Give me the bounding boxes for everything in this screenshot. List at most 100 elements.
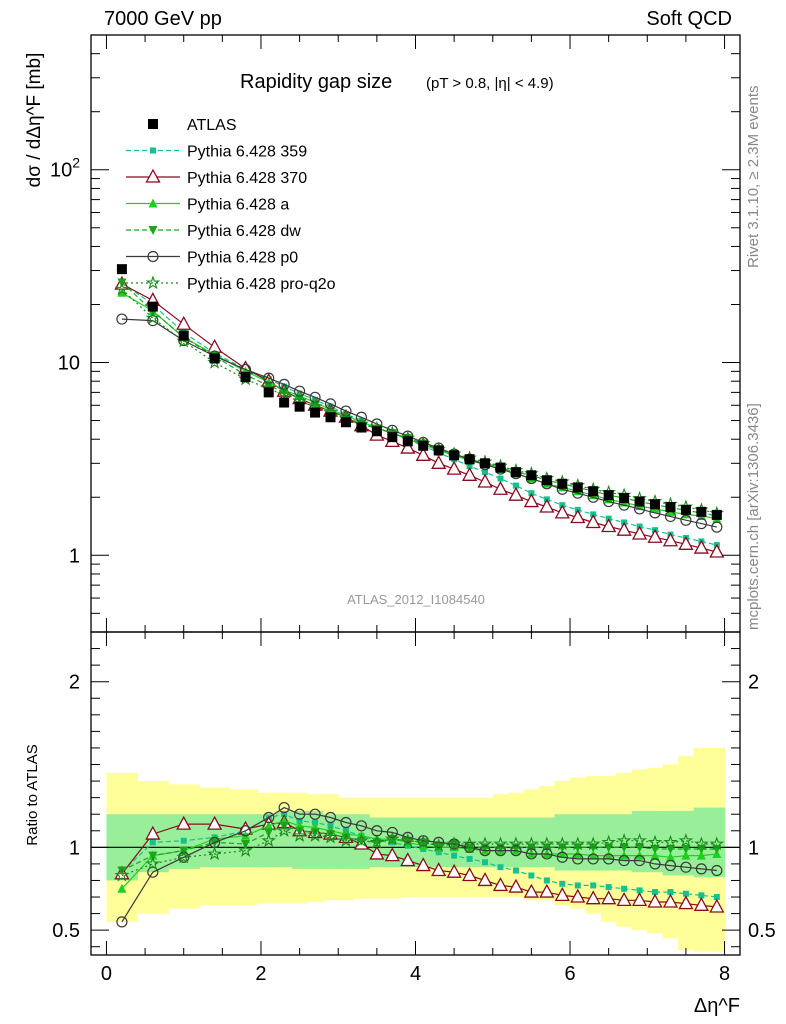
series-1-ratio-point: [559, 880, 566, 887]
chart-subtitle: (pT > 0.8, |η| < 4.9): [426, 75, 554, 92]
x-tick-label: 6: [564, 963, 575, 985]
series-5-ratio-point: [386, 826, 398, 839]
series-2-ratio-point: [207, 815, 223, 830]
series-5-ratio-point: [463, 841, 476, 853]
series-1-ratio-point: [605, 884, 612, 891]
series-1-ratio-point: [512, 867, 519, 874]
series-4-ratio-point: [619, 843, 629, 853]
series-2-ratio-point: [145, 825, 161, 840]
series-3-ratio-point: [117, 883, 127, 893]
atlas-data-point: [464, 454, 475, 465]
series-3-point: [117, 287, 127, 297]
series-5-ratio-point: [278, 801, 290, 814]
series-2-point: [678, 535, 694, 550]
atlas-data-point: [557, 478, 568, 489]
series-6-ratio-point: [601, 834, 617, 849]
series-6-ratio-point: [261, 832, 277, 847]
x-tick-label: 2: [255, 963, 266, 985]
series-2-ratio-point: [662, 893, 679, 908]
y-tick-label-bottom: 0.5: [52, 920, 80, 942]
series-2-point: [554, 504, 570, 519]
series-2-ratio-point: [415, 857, 431, 872]
series-2-point: [477, 473, 493, 488]
series-2-ratio-point: [601, 890, 617, 905]
series-5-point: [355, 411, 368, 423]
series-2-ratio-point: [693, 896, 709, 911]
series-5-ratio-point: [587, 853, 599, 865]
top-panel-series: [114, 264, 725, 558]
series-2-ratio-point: [647, 893, 663, 908]
series-5-ratio-point: [239, 825, 252, 837]
atlas-data-point: [116, 264, 127, 275]
atlas-data-point: [147, 301, 158, 312]
series-1-ratio-point: [574, 882, 581, 889]
atlas-data-point: [279, 397, 290, 408]
legend-marker: [145, 168, 161, 183]
legend-marker: [147, 250, 159, 263]
series-6-ratio-point: [292, 827, 307, 842]
green-band-bin: [709, 807, 726, 878]
series-2-ratio-point: [508, 878, 524, 893]
series-5-ratio-point: [294, 808, 306, 820]
series-4-ratio-point: [604, 843, 614, 853]
atlas-data-point: [340, 417, 351, 428]
chart-title: Rapidity gap size: [240, 71, 392, 93]
legend-marker: [150, 147, 156, 154]
series-2-ratio-point: [523, 883, 539, 898]
green-band-bin: [662, 810, 679, 876]
y-tick-label-top: 1: [69, 545, 80, 567]
atlas-data-point: [634, 496, 645, 507]
green-band-bin: [322, 814, 339, 869]
series-6-ratio-point: [369, 834, 385, 849]
series-4-ratio-point: [148, 851, 158, 861]
series-6-point: [145, 310, 161, 325]
atlas-data-point: [294, 401, 305, 412]
series-5-ratio-point: [355, 820, 368, 832]
series-6-ratio-point: [338, 832, 354, 847]
series-5-ratio-point: [556, 851, 568, 863]
atlas-data-point: [402, 436, 413, 447]
series-5-point: [340, 405, 352, 417]
series-5-ratio-point: [695, 863, 707, 875]
series-2-point: [523, 493, 539, 508]
series-3-line: [121, 292, 717, 520]
series-2-ratio-point: [431, 862, 447, 877]
series-4-ratio-point: [310, 828, 320, 838]
series-2-point: [662, 532, 679, 547]
series-6-ratio-point: [415, 834, 431, 849]
series-2-ratio-point: [477, 872, 493, 887]
series-4-line: [121, 282, 717, 517]
series-5-point: [324, 398, 337, 410]
atlas-data-point: [310, 407, 321, 418]
series-2-point: [647, 528, 663, 543]
series-2-ratio-point: [616, 891, 632, 906]
atlas-data-point: [371, 426, 382, 437]
legend-label: Pythia 6.428 359: [187, 144, 307, 161]
series-4-ratio-point: [341, 833, 351, 843]
series-4-ratio-point: [665, 844, 675, 854]
series-2-ratio-point: [678, 895, 694, 910]
series-6-ratio-point: [207, 846, 222, 861]
series-4-ratio-point: [712, 844, 722, 854]
series-6-line: [121, 288, 717, 514]
series-1-ratio-point: [466, 855, 473, 862]
series-1-ratio-point: [621, 885, 628, 892]
series-6-ratio-point: [354, 832, 369, 847]
uncertainty-bands: [91, 747, 740, 952]
series-1-ratio-point: [652, 889, 659, 896]
atlas-data-point: [387, 432, 398, 443]
series-4-ratio-point: [681, 844, 691, 854]
atlas-data-point: [495, 462, 506, 473]
x-axis-label: Δη^F: [694, 995, 740, 1017]
series-6-ratio-point: [400, 832, 416, 847]
series-5-ratio-point: [494, 845, 507, 857]
series-1-ratio-point: [497, 864, 504, 871]
y-tick-label-top: 102: [50, 155, 80, 182]
y-axis-label-top: dσ / dΔη^F [mb]: [24, 53, 45, 188]
series-5-point: [680, 514, 692, 526]
legend: ATLAS Pythia 6.428 359 Pythia 6.428 370 Pyt…: [126, 117, 336, 293]
atlas-data-point: [510, 467, 521, 478]
series-3-ratio-point: [696, 850, 706, 860]
series-6-ratio-point: [145, 856, 161, 871]
